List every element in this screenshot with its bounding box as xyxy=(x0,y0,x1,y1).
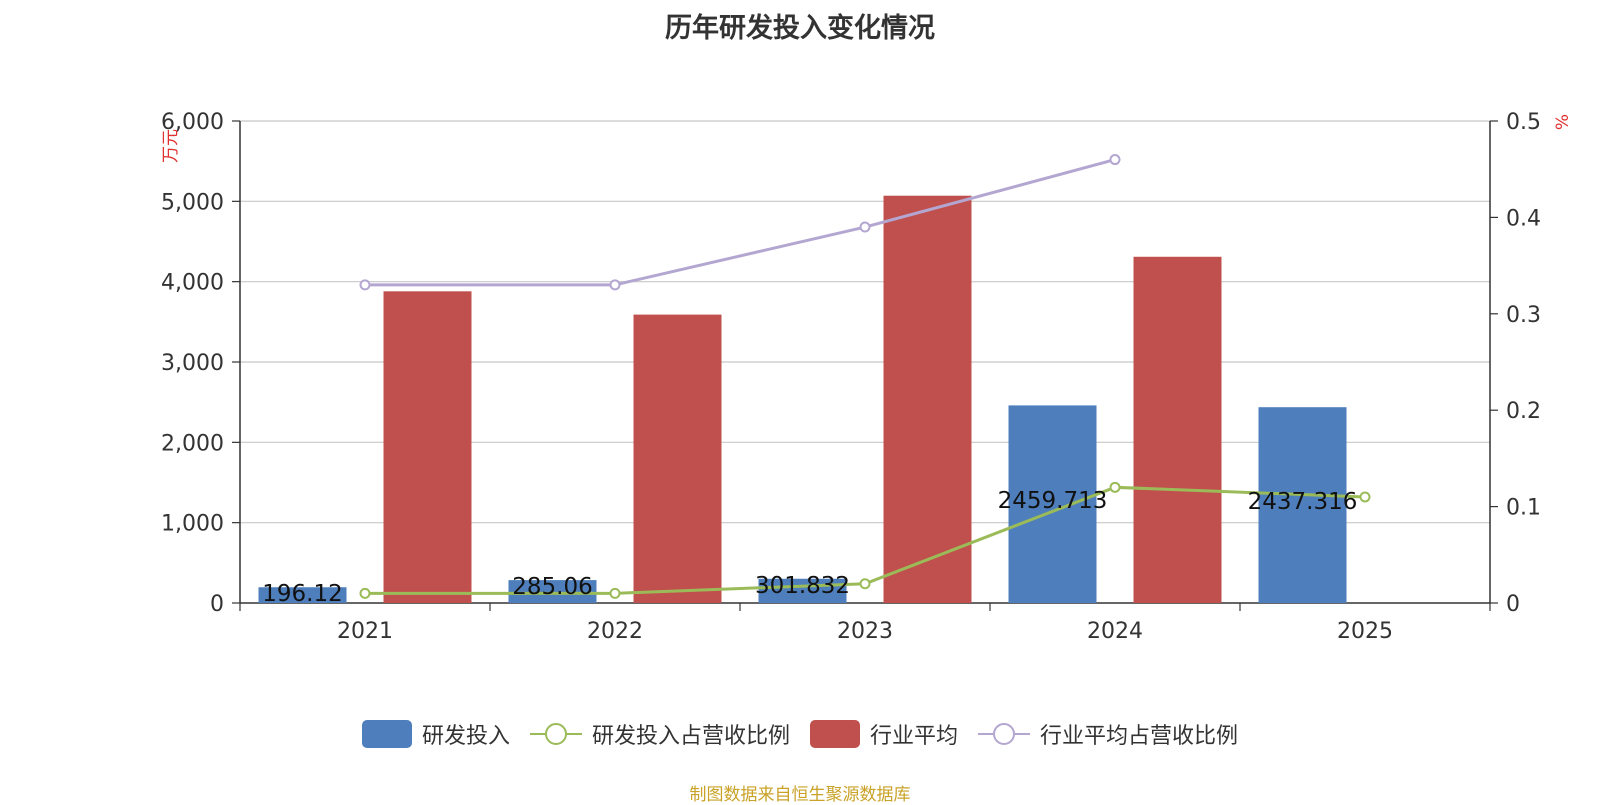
x-axis-tick-label: 2023 xyxy=(837,619,893,644)
line-industry-ratio xyxy=(365,158,1116,287)
bar-rd-2021 xyxy=(258,587,347,603)
left-axis-tick-label: 4,000 xyxy=(161,271,224,296)
point-rd-ratio-3 xyxy=(1109,481,1121,493)
chart-title: 历年研发投入变化情况 xyxy=(665,13,935,44)
legend-swatch-industry xyxy=(810,720,860,748)
left-axis-tick-label: 5,000 xyxy=(161,190,224,215)
right-axis-unit: % xyxy=(1553,114,1573,130)
left-axis-tick-label: 0 xyxy=(210,592,224,617)
bar-industry-2024 xyxy=(1133,256,1222,603)
bar-rd-2022 xyxy=(508,580,597,603)
bar-industry-2023 xyxy=(883,195,972,603)
point-rd-ratio-1 xyxy=(609,587,621,599)
bar-rd-2024 xyxy=(1008,405,1097,603)
legend-item-rd-ratio[interactable]: 研发投入占营收比例 xyxy=(529,718,790,750)
right-axis-tick-label: 0 xyxy=(1506,592,1520,617)
legend: 研发投入 研发投入占营收比例 行业平均 行业平均占营收比例 xyxy=(0,718,1600,750)
point-industry-ratio-3 xyxy=(1109,154,1121,166)
right-axis-tick-label: 0.1 xyxy=(1506,496,1541,521)
bar-rd-data-label: 2437.316 xyxy=(1248,489,1358,515)
legend-item-industry-ratio[interactable]: 行业平均占营收比例 xyxy=(978,718,1238,750)
x-axis-tick-label: 2022 xyxy=(587,619,643,644)
x-axis-tick-label: 2021 xyxy=(337,619,393,644)
right-axis-tick-label: 0.3 xyxy=(1506,303,1541,328)
legend-swatch-industry-ratio xyxy=(978,723,1031,745)
point-rd-ratio-4 xyxy=(1359,491,1371,503)
bar-rd-2025 xyxy=(1258,407,1347,603)
bar-industry-2021 xyxy=(383,291,472,603)
data-source-note: 制图数据来自恒生聚源数据库 xyxy=(689,785,911,805)
point-industry-ratio-2 xyxy=(859,221,871,233)
legend-label-rd: 研发投入 xyxy=(421,724,510,749)
left-axis-unit: 万元 xyxy=(161,129,181,163)
point-rd-ratio-2 xyxy=(859,578,871,590)
left-axis-tick-label: 1,000 xyxy=(161,512,224,537)
right-axis-tick-label: 0.5 xyxy=(1506,110,1541,135)
right-axis-tick-label: 0.2 xyxy=(1506,399,1541,424)
legend-label-industry-ratio: 行业平均占营收比例 xyxy=(1040,724,1239,749)
left-axis-tick-label: 3,000 xyxy=(161,351,224,376)
legend-label-rd-ratio: 研发投入占营收比例 xyxy=(591,724,790,749)
left-axis-tick-label: 2,000 xyxy=(161,431,224,456)
point-industry-ratio-1 xyxy=(609,279,621,291)
legend-label-industry: 行业平均 xyxy=(870,724,959,749)
x-axis-tick-label: 2025 xyxy=(1337,619,1393,644)
bar-rd-data-label: 301.832 xyxy=(755,573,850,599)
left-axis-tick-label: 6,000 xyxy=(161,110,224,135)
bar-industry-2022 xyxy=(633,314,722,603)
legend-item-rd[interactable]: 研发投入 xyxy=(361,718,510,750)
legend-swatch-rd-ratio xyxy=(529,723,582,745)
bar-rd-data-label: 2459.713 xyxy=(998,488,1108,514)
legend-swatch-rd xyxy=(361,720,412,748)
right-axis-tick-label: 0.4 xyxy=(1506,206,1541,231)
point-industry-ratio-0 xyxy=(359,279,371,291)
bar-rd-data-label: 285.06 xyxy=(512,574,592,600)
point-rd-ratio-0 xyxy=(359,587,371,599)
bar-rd-2023 xyxy=(758,578,847,603)
bar-rd-data-label: 196.12 xyxy=(262,581,342,607)
legend-item-industry[interactable]: 行业平均 xyxy=(810,718,958,750)
chart-canvas: 0 1,000 2,000 3,000 4,000 5,000 6,000 0 0.1 0.2 0.… xyxy=(161,110,1573,644)
x-axis-tick-label: 2024 xyxy=(1087,619,1143,644)
